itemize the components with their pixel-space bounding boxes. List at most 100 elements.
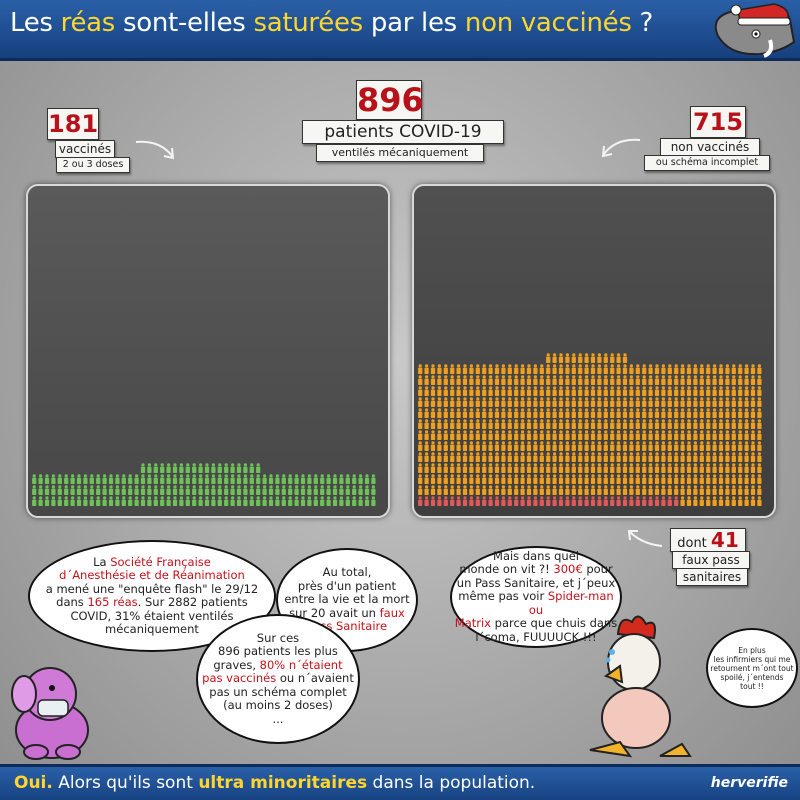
- patient-figure: [437, 397, 442, 407]
- patient-figure: [243, 496, 248, 506]
- patient-figure: [424, 397, 429, 407]
- patient-figure: [249, 485, 254, 495]
- patient-figure: [230, 496, 235, 506]
- patient-figure: [622, 474, 628, 484]
- patient-figure: [584, 441, 589, 451]
- patient-figure: [38, 485, 43, 495]
- patient-figure: [520, 364, 525, 374]
- patient-figure: [725, 430, 730, 440]
- patient-figure: [38, 474, 43, 484]
- patient-figure: [230, 463, 235, 473]
- patient-figure: [648, 375, 653, 385]
- patient-figure: [725, 496, 730, 506]
- patient-figure: [469, 496, 474, 506]
- patient-figure: [514, 485, 519, 495]
- patient-figure: [680, 386, 685, 396]
- fake-pass-number: 41: [710, 528, 739, 552]
- patient-figure: [603, 474, 608, 484]
- patient-figure: [526, 463, 532, 473]
- patient-figure: [462, 386, 468, 396]
- patient-figure: [443, 474, 448, 484]
- patient-figure: [603, 463, 608, 473]
- patient-figure: [654, 485, 660, 495]
- patient-figure: [712, 463, 717, 473]
- patient-figure: [501, 397, 506, 407]
- patient-figure: [571, 364, 576, 374]
- patient-figure: [718, 397, 724, 407]
- patient-figure: [121, 474, 126, 484]
- footer-highlight: ultra minoritaires: [198, 773, 368, 793]
- patient-figure: [642, 452, 647, 462]
- patient-figure: [501, 386, 506, 396]
- patient-figure: [430, 441, 436, 451]
- patient-figure: [546, 408, 551, 418]
- patient-figure: [256, 463, 261, 473]
- patient-figure: [744, 430, 749, 440]
- patient-figure: [693, 485, 698, 495]
- patient-figure: [121, 496, 126, 506]
- patient-figure: [507, 463, 512, 473]
- bubble-text: Mais dans quel monde on vit ?! 300€ pour…: [452, 549, 620, 645]
- patient-figure: [443, 419, 448, 429]
- patient-figure: [642, 419, 647, 429]
- patient-figure: [757, 496, 762, 506]
- patient-figure: [533, 485, 538, 495]
- patient-figure: [494, 419, 500, 429]
- patient-figure: [597, 474, 602, 484]
- patient-figure: [488, 419, 493, 429]
- patient-figure: [667, 430, 672, 440]
- patient-figure: [558, 474, 564, 484]
- patient-figure: [686, 496, 692, 506]
- patient-figure: [744, 452, 749, 462]
- patient-figure: [725, 419, 730, 429]
- patient-figure: [616, 441, 621, 451]
- patient-figure: [275, 485, 280, 495]
- patient-figure: [57, 485, 62, 495]
- patient-figure: [699, 441, 704, 451]
- patient-figure: [565, 353, 570, 363]
- patient-figure: [578, 375, 583, 385]
- patient-figure: [622, 386, 628, 396]
- patient-figure: [281, 485, 286, 495]
- patient-figure: [507, 474, 512, 484]
- patient-figure: [706, 375, 711, 385]
- patient-figure: [616, 496, 621, 506]
- patient-figure: [456, 496, 461, 506]
- vaccinated-panel: [26, 184, 390, 518]
- patient-figure: [546, 496, 551, 506]
- patient-figure: [294, 485, 299, 495]
- patient-figure: [469, 397, 474, 407]
- patient-figure: [622, 463, 628, 473]
- patient-figure: [488, 430, 493, 440]
- patient-figure: [558, 419, 564, 429]
- patient-figure: [552, 408, 557, 418]
- patient-figure: [44, 474, 50, 484]
- patient-figure: [96, 474, 101, 484]
- patient-figure: [494, 397, 500, 407]
- patient-figure: [642, 441, 647, 451]
- patient-figure: [217, 496, 222, 506]
- patient-figure: [674, 452, 679, 462]
- patient-figure: [488, 485, 493, 495]
- patient-figure: [718, 463, 724, 473]
- aside-bubble: En plus les infirmiers qui me retournent…: [706, 628, 798, 708]
- patient-figure: [539, 496, 544, 506]
- patient-figure: [418, 474, 423, 484]
- patient-figure: [533, 474, 538, 484]
- patient-figure: [661, 430, 666, 440]
- patient-figure: [526, 364, 532, 374]
- patient-figure: [610, 364, 615, 374]
- patient-figure: [610, 485, 615, 495]
- total-count-label: 896: [356, 80, 424, 120]
- patient-figure: [64, 496, 69, 506]
- patient-figure: [725, 485, 730, 495]
- patient-figure: [38, 496, 43, 506]
- patient-figure: [332, 474, 338, 484]
- patient-figure: [571, 452, 576, 462]
- patient-figure: [718, 386, 724, 396]
- patient-figure: [192, 496, 197, 506]
- patient-figure: [456, 452, 461, 462]
- patient-figure: [622, 419, 628, 429]
- patient-figure: [622, 441, 628, 451]
- patient-figure: [757, 463, 762, 473]
